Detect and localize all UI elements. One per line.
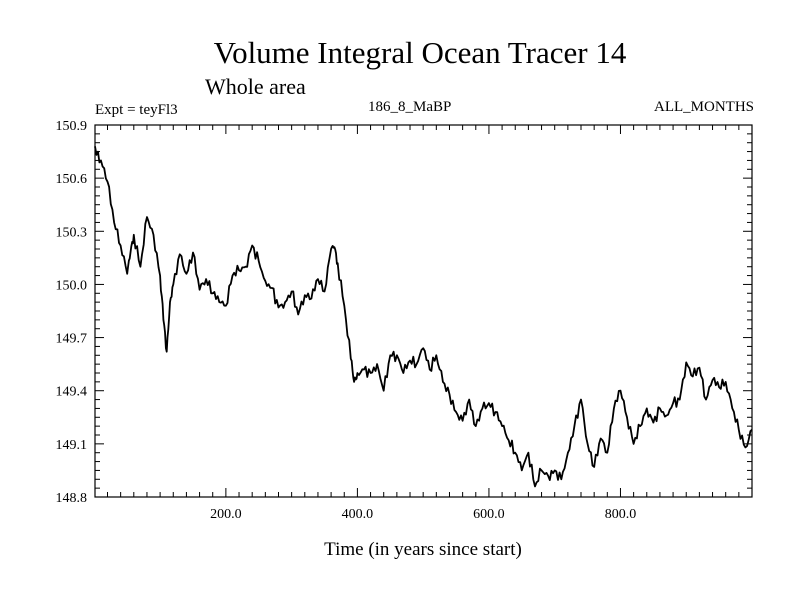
x-axis-ticks: [106, 125, 740, 497]
y-tick-label: 150.3: [56, 225, 88, 240]
y-axis-tick-labels: 148.8 149.1 149.4 149.7 150.0 150.3 150.6 150.9: [56, 119, 88, 506]
x-tick-label: 400.0: [342, 507, 374, 522]
y-axis-ticks: [95, 124, 752, 498]
x-axis-tick-labels: 200.0 400.0 600.0 800.0: [210, 507, 636, 522]
y-tick-label: 148.8: [56, 491, 88, 506]
y-tick-label: 149.1: [56, 438, 88, 453]
y-tick-label: 149.7: [56, 332, 88, 347]
y-tick-label: 149.4: [56, 385, 88, 400]
chart-title: Volume Integral Ocean Tracer 14: [214, 35, 627, 70]
plot-frame: [94, 124, 753, 498]
y-tick-label: 150.9: [56, 119, 88, 134]
y-tick-label: 150.0: [56, 278, 88, 293]
x-axis-label: Time (in years since start): [324, 539, 522, 560]
experiment-label: Expt = teyFl3: [95, 102, 178, 118]
period-label: 186_8_MaBP: [368, 99, 451, 115]
x-tick-label: 800.0: [605, 507, 637, 522]
series-line-tracer-14: [94, 146, 753, 488]
x-tick-label: 600.0: [473, 507, 505, 522]
x-tick-label: 200.0: [210, 507, 242, 522]
y-tick-label: 150.6: [56, 172, 88, 187]
months-label: ALL_MONTHS: [654, 99, 754, 115]
chart-subtitle: Whole area: [205, 74, 306, 99]
